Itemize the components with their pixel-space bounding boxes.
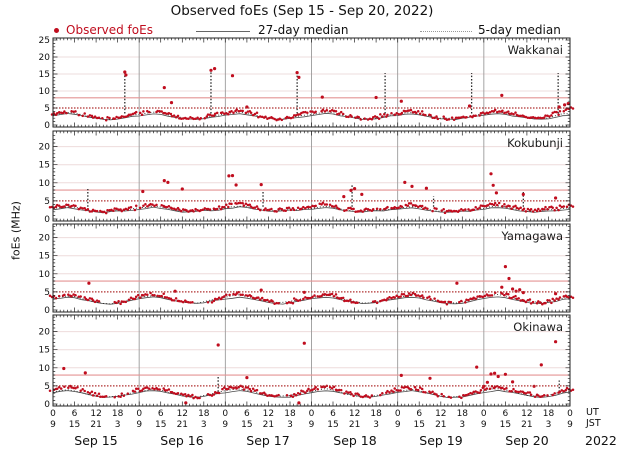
svg-text:18: 18 (457, 409, 469, 419)
svg-text:21: 21 (90, 420, 101, 430)
svg-text:20: 20 (39, 53, 51, 63)
svg-text:15: 15 (39, 346, 50, 356)
svg-text:6: 6 (416, 409, 422, 419)
day-label-sep19: Sep 19 (419, 433, 463, 448)
legend-5day-median-label: 5-day median (478, 23, 561, 37)
svg-text:12: 12 (90, 409, 101, 419)
svg-text:0: 0 (50, 409, 56, 419)
svg-text:15: 15 (413, 420, 424, 430)
day-label-sep16: Sep 16 (160, 433, 204, 448)
svg-text:15: 15 (327, 420, 338, 430)
svg-text:0: 0 (44, 400, 50, 410)
svg-text:21: 21 (177, 420, 188, 430)
svg-text:3: 3 (546, 420, 552, 430)
y-axis-title: foEs (MHz) (9, 201, 23, 260)
svg-text:12: 12 (263, 409, 274, 419)
svg-text:5: 5 (44, 197, 50, 207)
svg-text:12: 12 (521, 409, 532, 419)
day-label-sep20: Sep 20 (505, 433, 549, 448)
svg-text:5: 5 (44, 104, 50, 114)
panel-label-okinawa: Okinawa (513, 320, 563, 334)
legend-observed-label: Observed foEs (66, 23, 153, 37)
svg-text:18: 18 (198, 409, 210, 419)
panel-label-yamagawa: Yamagawa (501, 229, 563, 243)
svg-text:15: 15 (69, 420, 80, 430)
day-label-sep17: Sep 17 (246, 433, 290, 448)
svg-text:21: 21 (435, 420, 446, 430)
dotted-line-icon (420, 31, 472, 32)
svg-text:21: 21 (263, 420, 274, 430)
svg-text:9: 9 (395, 420, 401, 430)
svg-text:3: 3 (201, 420, 207, 430)
svg-text:3: 3 (373, 420, 379, 430)
svg-text:9: 9 (222, 420, 228, 430)
jst-axis-label: JST (586, 418, 601, 429)
svg-text:12: 12 (435, 409, 446, 419)
svg-text:6: 6 (330, 409, 336, 419)
svg-text:20: 20 (39, 143, 51, 153)
observed-dot-icon (54, 28, 59, 33)
svg-text:0: 0 (222, 409, 228, 419)
svg-text:15: 15 (155, 420, 166, 430)
svg-text:0: 0 (44, 306, 50, 316)
ut-axis-label: UT (586, 407, 599, 418)
legend-27day-median-label: 27-day median (258, 23, 349, 37)
chart-title: Observed foEs (Sep 15 - Sep 20, 2022) (170, 3, 434, 19)
svg-text:20: 20 (39, 328, 51, 338)
svg-text:9: 9 (50, 420, 56, 430)
day-label-sep18: Sep 18 (333, 433, 377, 448)
svg-text:6: 6 (244, 409, 250, 419)
svg-text:3: 3 (459, 420, 465, 430)
svg-text:0: 0 (136, 409, 142, 419)
svg-text:12: 12 (349, 409, 360, 419)
svg-text:0: 0 (44, 121, 50, 131)
solid-line-icon (196, 31, 250, 32)
year-label: 2022 (585, 433, 617, 448)
svg-text:9: 9 (481, 420, 487, 430)
svg-text:10: 10 (39, 364, 51, 374)
svg-text:0: 0 (309, 409, 315, 419)
svg-text:18: 18 (543, 409, 555, 419)
svg-text:18: 18 (370, 409, 382, 419)
svg-text:21: 21 (521, 420, 532, 430)
svg-text:20: 20 (39, 234, 51, 244)
svg-text:0: 0 (395, 409, 401, 419)
svg-text:18: 18 (112, 409, 124, 419)
svg-text:6: 6 (72, 409, 78, 419)
svg-text:3: 3 (115, 420, 121, 430)
svg-text:10: 10 (39, 87, 51, 97)
svg-text:18: 18 (284, 409, 296, 419)
svg-text:15: 15 (39, 252, 50, 262)
svg-text:5: 5 (44, 382, 50, 392)
svg-text:25: 25 (39, 36, 50, 46)
svg-text:15: 15 (241, 420, 252, 430)
svg-text:10: 10 (39, 270, 51, 280)
svg-text:6: 6 (503, 409, 509, 419)
svg-text:9: 9 (309, 420, 315, 430)
svg-text:0: 0 (567, 409, 573, 419)
svg-text:6: 6 (158, 409, 164, 419)
svg-text:0: 0 (481, 409, 487, 419)
svg-text:9: 9 (567, 420, 573, 430)
panel-label-kokubunji: Kokubunji (507, 136, 563, 150)
svg-text:15: 15 (500, 420, 511, 430)
svg-text:12: 12 (177, 409, 188, 419)
svg-text:10: 10 (39, 179, 51, 189)
svg-text:3: 3 (287, 420, 293, 430)
panel-label-wakkanai: Wakkanai (507, 43, 563, 57)
svg-text:0: 0 (44, 215, 50, 225)
svg-text:9: 9 (136, 420, 142, 430)
svg-text:21: 21 (349, 420, 360, 430)
svg-text:15: 15 (39, 70, 50, 80)
day-label-sep15: Sep 15 (74, 433, 118, 448)
svg-text:15: 15 (39, 161, 50, 171)
svg-text:5: 5 (44, 288, 50, 298)
